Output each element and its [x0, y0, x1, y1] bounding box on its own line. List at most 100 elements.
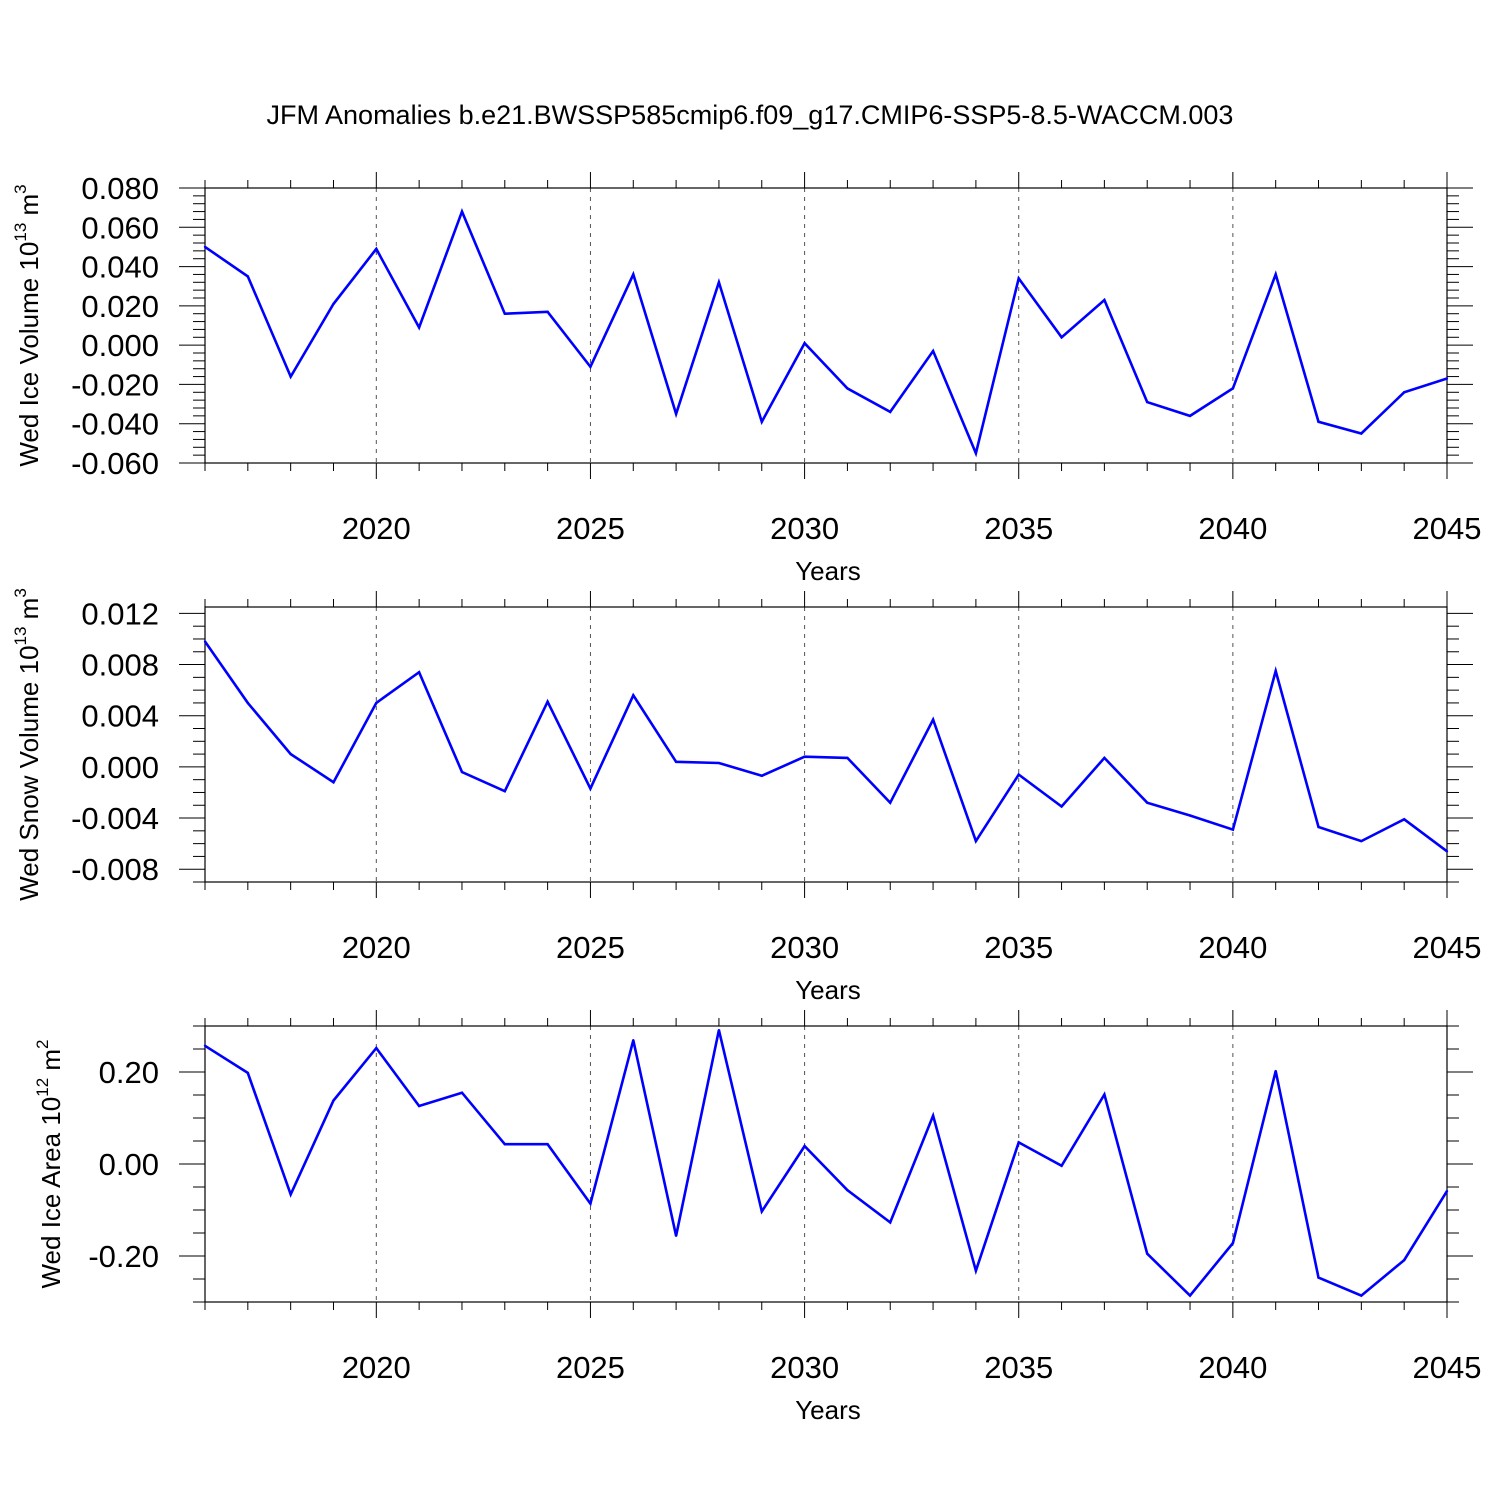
x-tick-label: 2025 — [556, 930, 625, 965]
data-point — [332, 781, 335, 784]
data-point — [589, 1202, 592, 1205]
data-point — [289, 1193, 292, 1196]
data-point — [1017, 1141, 1020, 1144]
data-point — [889, 410, 892, 414]
y-axis-label-text: m — [36, 1049, 66, 1078]
data-point — [375, 701, 378, 705]
data-point — [760, 420, 763, 423]
data-point — [203, 640, 207, 643]
data-point — [503, 1143, 506, 1146]
data-point — [1146, 1252, 1149, 1255]
plot-frame — [204, 606, 1448, 883]
x-axis-label: Years — [795, 975, 861, 1005]
data-point — [803, 755, 806, 758]
panel-2: -0.008 -0.004 0.000 0.004 0.008 0.012 2020 2025… — [11, 588, 1481, 1005]
data-point — [931, 1114, 935, 1117]
data-point — [503, 312, 506, 315]
y-tick-label: 0.060 — [81, 210, 159, 245]
data-point — [246, 1071, 250, 1075]
data-point — [375, 247, 378, 251]
data-point — [1402, 818, 1406, 821]
x-tick-label: 2045 — [1413, 930, 1482, 965]
data-point — [289, 375, 292, 378]
data-point — [203, 1044, 207, 1047]
data-point — [589, 365, 592, 368]
y-tick-label: -0.060 — [71, 446, 159, 481]
data-point — [1360, 1294, 1363, 1297]
data-point — [417, 1104, 421, 1108]
data-point — [246, 701, 250, 705]
y-axis-label: Wed Snow Volume 1013 m3 — [11, 588, 44, 901]
data-point — [974, 839, 978, 843]
y-tick-label: 0.008 — [81, 648, 159, 683]
data-point — [717, 281, 721, 284]
data-point — [503, 789, 506, 793]
data-point — [1188, 1294, 1192, 1297]
data-point — [460, 210, 464, 213]
data-point — [1060, 336, 1063, 339]
data-point — [632, 273, 635, 276]
x-axis-label: Years — [795, 556, 861, 586]
data-point — [546, 700, 549, 703]
data-point — [632, 694, 635, 697]
y-tick-label: 0.000 — [81, 750, 159, 785]
data-point — [974, 1269, 978, 1272]
y-tick-label: 0.00 — [99, 1147, 159, 1182]
y-axis-label-text: Wed Snow Volume 10 — [14, 645, 44, 900]
data-point — [674, 760, 678, 763]
panel-1: -0.060 -0.040 -0.020 0.000 0.020 0.040 0.060 0.… — [11, 171, 1481, 586]
x-tick-label: 2040 — [1198, 1350, 1267, 1385]
data-point — [1231, 828, 1235, 831]
data-point — [846, 756, 849, 760]
data-point — [417, 671, 421, 674]
data-point — [889, 801, 892, 804]
x-tick-label: 2040 — [1198, 511, 1267, 546]
data-point — [1231, 387, 1235, 390]
data-point — [1445, 1189, 1449, 1193]
y-axis-label-text: Wed Ice Volume 10 — [14, 242, 44, 467]
y-tick-label: 0.000 — [81, 328, 159, 363]
data-point — [589, 787, 592, 790]
data-point — [1146, 801, 1149, 804]
data-point — [546, 1143, 549, 1146]
y-axis-label-superscript: 2 — [33, 1039, 52, 1048]
data-point — [1274, 669, 1277, 673]
y-axis-label-text: m — [14, 598, 44, 627]
data-point — [1188, 814, 1192, 817]
x-tick-label: 2045 — [1413, 511, 1482, 546]
x-tick-label: 2030 — [770, 1350, 839, 1385]
x-tick-label: 2025 — [556, 1350, 625, 1385]
series-line — [203, 640, 1448, 853]
x-axis-label: Years — [795, 1395, 861, 1425]
y-tick-label: 0.012 — [81, 596, 159, 631]
data-point — [332, 1099, 335, 1102]
x-tick-label: 2025 — [556, 511, 625, 546]
y-tick-label: 0.004 — [81, 699, 159, 734]
x-tick-label: 2035 — [984, 930, 1053, 965]
series-line — [204, 208, 1448, 458]
data-point — [546, 310, 549, 313]
y-tick-label: 0.20 — [99, 1055, 159, 1090]
data-point — [803, 341, 806, 345]
x-tick-label: 2045 — [1413, 1350, 1482, 1385]
data-point — [1231, 1241, 1235, 1245]
data-point — [1317, 825, 1320, 829]
y-tick-label: -0.20 — [88, 1239, 159, 1274]
series-line — [204, 1029, 1449, 1298]
y-axis-label-superscript: 3 — [11, 184, 30, 193]
plot-frame — [204, 187, 1448, 464]
y-axis-label-text: m — [14, 194, 44, 223]
x-tick-label: 2035 — [984, 511, 1053, 546]
data-point — [246, 275, 250, 278]
y-axis-label-superscript: 13 — [11, 223, 30, 242]
y-tick-label: 0.080 — [81, 171, 159, 206]
data-point — [460, 1091, 464, 1094]
data-point — [1103, 1093, 1106, 1096]
data-point — [1402, 391, 1406, 394]
x-tick-label: 2035 — [984, 1350, 1053, 1385]
data-point — [1274, 1069, 1277, 1073]
data-point — [931, 718, 935, 721]
data-point — [289, 752, 292, 756]
